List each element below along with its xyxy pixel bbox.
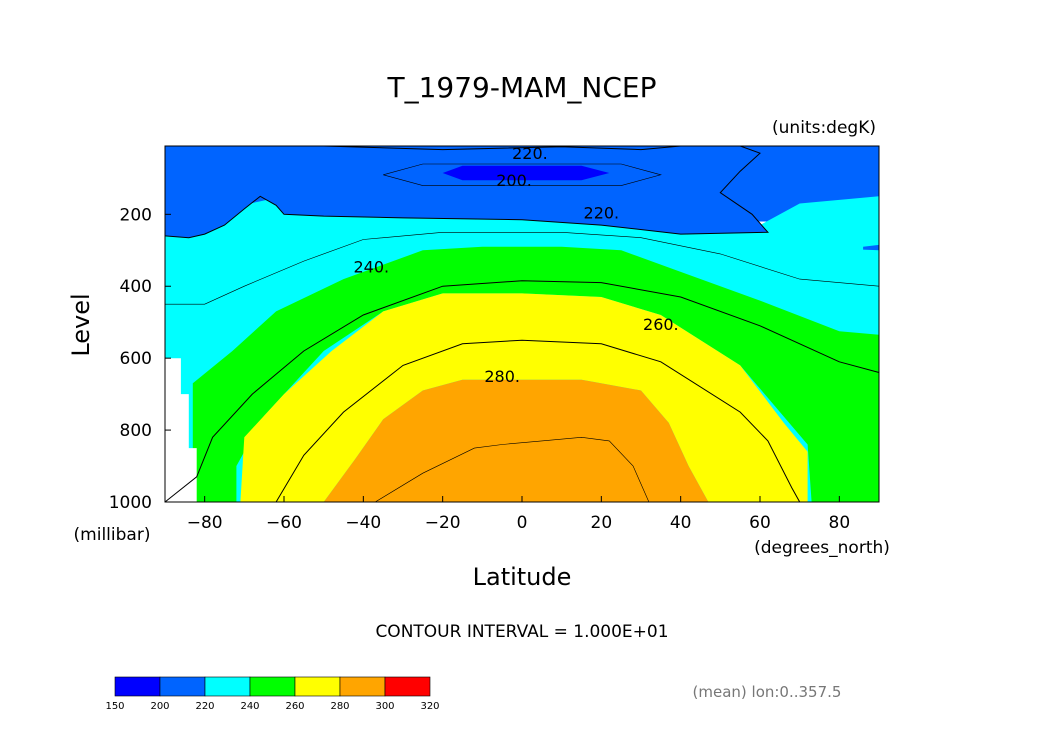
contour-region-280-300	[323, 379, 709, 502]
x-tick-label: −20	[425, 513, 461, 533]
x-tick-label: 80	[829, 513, 851, 533]
x-tick-label: 60	[749, 513, 771, 533]
contour-line	[375, 436, 650, 503]
colorbar-level-label: 240	[240, 701, 259, 712]
x-units-label: (degrees_north)	[754, 538, 890, 558]
contour-line	[164, 280, 880, 503]
units-label: (units:degK)	[772, 118, 876, 138]
y-tick-label: 400	[120, 277, 152, 297]
colorbar-level-label: 150	[105, 701, 124, 712]
contour-interval-note: CONTOUR INTERVAL = 1.000E+01	[375, 622, 668, 642]
chart-title: T_1979-MAM_NCEP	[386, 71, 656, 104]
colorbar-level-label: 200	[150, 701, 169, 712]
colorbar-swatch	[384, 676, 431, 697]
contour-line	[383, 163, 662, 186]
contour-value-label: 220.	[584, 204, 620, 223]
y-units-label: (millibar)	[74, 525, 151, 545]
x-tick-label: 40	[670, 513, 692, 533]
contour-line	[164, 145, 769, 239]
contour-region-240-260	[192, 246, 880, 502]
contour-line	[165, 232, 880, 305]
colorbar-level-label: 300	[375, 701, 394, 712]
plot-area: −80 −60 −40 −20 0 20 40 60 80 200 400 600 800 1000 22…	[109, 144, 880, 533]
contour-region-260-280	[240, 293, 808, 502]
contour-value-label: 200.	[496, 171, 532, 190]
y-tick-label: 1000	[109, 493, 152, 513]
colorbar-swatch	[339, 676, 386, 697]
contour-value-label: 240.	[353, 257, 389, 276]
contour-region-lt200	[442, 165, 610, 181]
contour-line	[275, 339, 801, 503]
y-tick-label: 600	[120, 349, 152, 369]
y-tick-label: 800	[120, 421, 152, 441]
contour-value-label: 260.	[643, 315, 679, 334]
contour-value-label: 280.	[484, 367, 520, 386]
x-tick-label: −60	[266, 513, 302, 533]
colorbar: 150 200 220 240 260 280 300 320	[105, 676, 440, 712]
contour-region-missing	[165, 358, 197, 502]
contour-region-200-220	[863, 244, 879, 251]
colorbar-swatch	[114, 676, 161, 697]
contour-value-label: 220.	[512, 144, 548, 163]
colorbar-level-label: 260	[285, 701, 304, 712]
colorbar-swatch	[159, 676, 206, 697]
y-tick-label: 200	[120, 205, 152, 225]
x-tick-label: −80	[187, 513, 223, 533]
colorbar-level-label: 320	[420, 701, 439, 712]
y-axis-label: Level	[67, 293, 95, 356]
colorbar-swatch	[249, 676, 296, 697]
mean-note: (mean) lon:0..357.5	[693, 683, 842, 701]
x-axis-label: Latitude	[473, 563, 572, 591]
colorbar-swatch	[204, 676, 251, 697]
x-tick-label: 20	[591, 513, 613, 533]
x-tick-label: −40	[345, 513, 381, 533]
contour-region-200-220	[165, 146, 768, 238]
x-tick-label: 0	[517, 513, 528, 533]
colorbar-level-label: 220	[195, 701, 214, 712]
colorbar-level-label: 280	[330, 701, 349, 712]
colorbar-swatch	[294, 676, 341, 697]
